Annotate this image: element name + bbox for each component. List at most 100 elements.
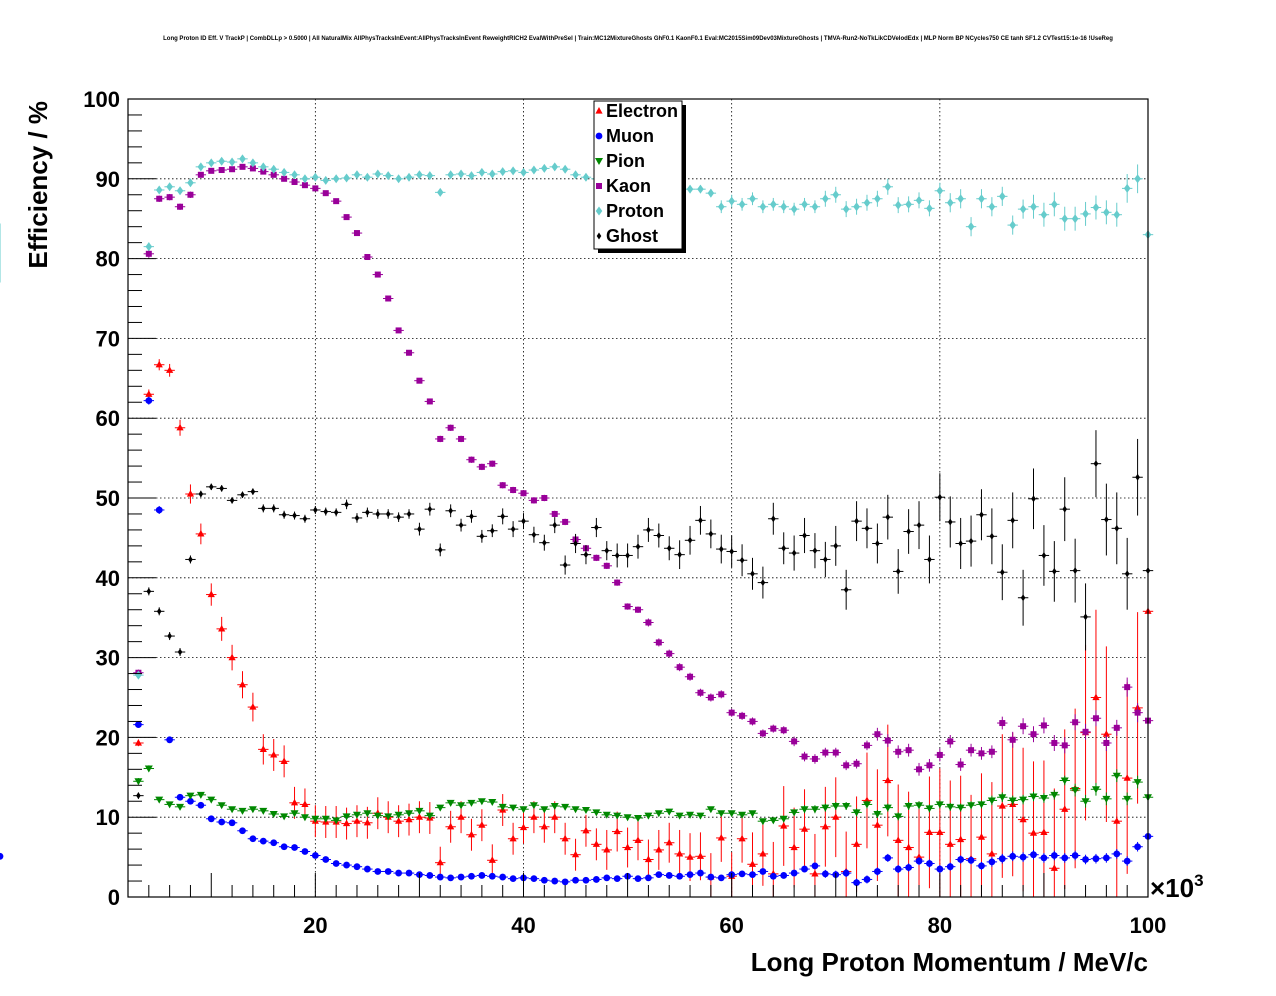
data-point <box>1072 567 1078 575</box>
data-point <box>145 250 152 257</box>
data-point <box>968 537 974 545</box>
data-point <box>946 198 954 208</box>
data-point <box>353 863 361 871</box>
data-point <box>821 804 830 812</box>
grid-lines <box>128 99 1148 897</box>
data-point <box>1124 684 1131 691</box>
data-point <box>582 172 590 182</box>
data-point <box>196 791 205 799</box>
data-point <box>259 745 267 752</box>
data-point <box>177 203 184 210</box>
data-point <box>291 844 298 851</box>
data-point <box>529 802 538 810</box>
data-point <box>957 761 964 768</box>
data-point <box>1134 174 1141 184</box>
data-point <box>729 547 734 555</box>
data-point <box>1040 210 1048 220</box>
data-point <box>540 876 548 884</box>
data-point <box>644 812 653 820</box>
data-point <box>998 802 1006 809</box>
data-point <box>697 184 704 194</box>
data-point <box>488 799 497 807</box>
data-point <box>999 568 1005 576</box>
data-point <box>1008 797 1017 805</box>
data-point <box>676 872 684 880</box>
x-axis-multiplier-base: ×10 <box>1150 873 1194 903</box>
y-tick-label: 30 <box>96 646 120 671</box>
data-point <box>1061 854 1069 862</box>
data-point <box>696 852 705 859</box>
data-point <box>354 514 360 522</box>
data-point <box>446 799 455 807</box>
data-point <box>457 802 466 810</box>
data-point <box>134 778 143 786</box>
data-point <box>166 736 174 744</box>
y-axis-title: Efficiency / % <box>23 101 53 269</box>
legend-label-proton: Proton <box>606 201 664 221</box>
data-point <box>561 164 569 174</box>
data-point <box>447 170 454 180</box>
data-point <box>1040 828 1048 835</box>
data-point <box>187 797 194 805</box>
y-tick-label: 20 <box>96 725 120 750</box>
data-point <box>375 510 381 518</box>
data-point <box>687 673 694 680</box>
data-point <box>1102 730 1110 737</box>
data-point <box>301 182 308 189</box>
data-point <box>686 184 694 194</box>
data-point <box>905 864 913 871</box>
data-point <box>436 187 444 197</box>
data-point <box>874 731 881 738</box>
data-point <box>468 171 475 181</box>
data-point <box>261 504 266 512</box>
data-point <box>790 204 798 214</box>
data-point <box>915 857 923 865</box>
data-point <box>260 168 267 175</box>
data-point <box>1019 853 1027 861</box>
data-point <box>957 856 965 863</box>
data-point <box>166 194 173 201</box>
data-point <box>1102 854 1110 862</box>
data-point <box>1051 739 1058 746</box>
data-point <box>520 490 527 497</box>
data-point <box>676 849 684 857</box>
data-point <box>998 191 1006 201</box>
data-point <box>936 828 944 835</box>
data-point <box>1061 214 1069 224</box>
data-point <box>363 810 372 818</box>
data-point <box>562 518 569 525</box>
data-point <box>916 521 922 529</box>
data-point <box>738 870 746 878</box>
data-point <box>979 511 984 519</box>
data-point <box>625 551 630 559</box>
data-point <box>417 525 422 533</box>
data-point <box>228 157 236 167</box>
data-point <box>1112 772 1121 780</box>
data-point <box>166 182 173 192</box>
data-point <box>916 766 923 773</box>
data-point <box>333 198 340 205</box>
data-point <box>1092 715 1099 722</box>
data-point <box>823 555 828 563</box>
data-point <box>458 521 464 529</box>
data-point <box>280 757 288 764</box>
data-point <box>281 175 288 182</box>
data-point <box>144 765 153 773</box>
data-point <box>1081 798 1090 806</box>
data-point <box>1050 864 1058 871</box>
data-point <box>197 162 205 172</box>
data-point <box>1020 723 1027 730</box>
data-point <box>572 170 579 180</box>
y-tick-label: 90 <box>96 167 120 192</box>
data-point <box>1123 774 1131 781</box>
data-point <box>718 691 725 698</box>
data-point <box>811 862 819 870</box>
y-tick-label: 80 <box>96 247 120 272</box>
data-point <box>1134 843 1141 851</box>
data-point <box>488 856 496 863</box>
data-point <box>1091 786 1100 794</box>
data-point <box>821 870 829 878</box>
data-point <box>509 166 517 176</box>
data-point <box>573 539 578 547</box>
data-point <box>249 703 257 710</box>
